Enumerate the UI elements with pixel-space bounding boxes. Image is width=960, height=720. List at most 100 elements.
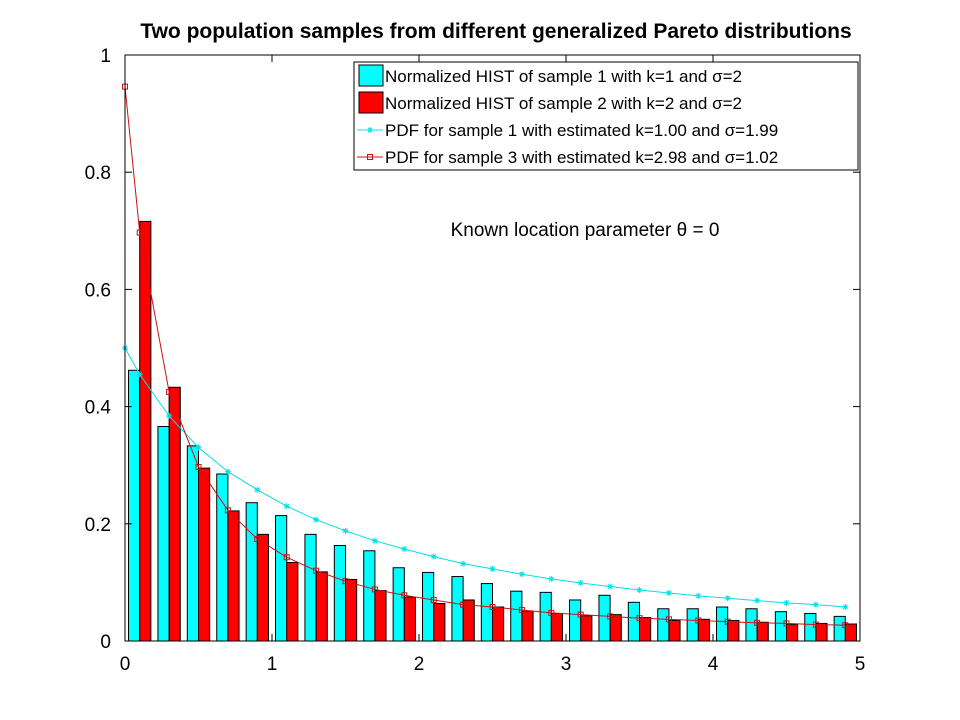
point-marker: [342, 578, 349, 585]
point-marker: [195, 444, 202, 451]
bar: [480, 583, 493, 642]
legend-label: PDF for sample 3 with estimated k=2.98 a…: [385, 148, 778, 167]
bar: [256, 533, 269, 642]
bar: [598, 594, 611, 642]
x-tick-label: 0: [120, 654, 131, 675]
bar: [304, 533, 317, 642]
point-marker: [136, 229, 143, 236]
legend-box: [353, 61, 859, 171]
bar: [580, 615, 593, 642]
bar: [345, 578, 358, 642]
series-line: [124, 86, 846, 626]
bar: [403, 596, 416, 642]
bar: [786, 624, 799, 642]
bar: [286, 561, 299, 642]
point-marker: [783, 599, 790, 606]
legend-swatch: [358, 91, 384, 114]
series-line: [124, 347, 846, 608]
chart-title: Two population samples from different ge…: [140, 20, 851, 43]
bar: [844, 623, 857, 642]
point-marker: [812, 601, 819, 608]
annotation-text: Known location parameter θ = 0: [451, 220, 720, 241]
point-marker: [489, 604, 496, 611]
point-marker: [636, 615, 643, 622]
point-marker: [166, 412, 173, 419]
point-marker: [724, 595, 731, 602]
x-tick-label: 3: [561, 654, 572, 675]
point-marker: [136, 371, 143, 378]
bar: [275, 515, 288, 642]
bar: [245, 502, 258, 642]
point-marker: [489, 565, 496, 572]
bar: [550, 612, 563, 642]
y-tick-label: 0.6: [85, 280, 111, 301]
bar: [510, 590, 523, 642]
legend-swatch: [358, 64, 384, 87]
bar: [451, 576, 464, 642]
point-marker: [842, 604, 849, 611]
point-marker: [195, 463, 202, 470]
point-marker: [577, 611, 584, 618]
point-marker: [577, 579, 584, 586]
point-marker: [367, 127, 373, 133]
point-marker: [254, 486, 261, 493]
line-series-2: [122, 83, 849, 629]
bar: [333, 544, 346, 642]
bar: [157, 426, 170, 642]
bar: [128, 369, 141, 642]
bar: [186, 445, 200, 642]
bar: [627, 601, 641, 642]
point-marker: [254, 536, 261, 543]
legend-entry: PDF for sample 1 with estimated k=1.00 a…: [357, 121, 778, 140]
legend-label: Normalized HIST of sample 1 with k=1 and…: [385, 67, 742, 86]
point-marker: [812, 621, 819, 628]
point-marker: [695, 592, 702, 599]
y-tick-label: 0: [100, 632, 111, 653]
bar: [315, 571, 328, 642]
point-marker: [430, 596, 437, 603]
point-marker: [754, 597, 761, 604]
y-tick-label: 0.4: [85, 398, 112, 419]
axes-box: [124, 54, 861, 642]
line-series-1: [122, 345, 849, 611]
point-marker: [371, 586, 378, 593]
legend-entry: Normalized HIST of sample 2 with k=2 and…: [358, 91, 742, 114]
x-tick-label: 2: [414, 654, 425, 675]
bar: [374, 590, 387, 642]
point-marker: [342, 527, 349, 534]
bar: [462, 599, 475, 642]
y-tick-label: 1: [100, 46, 111, 67]
point-marker: [430, 553, 437, 560]
bar: [686, 608, 699, 642]
bar: [363, 550, 376, 642]
bar: [422, 571, 435, 642]
point-marker: [371, 537, 378, 544]
x-tick-label: 1: [267, 654, 278, 675]
point-marker: [665, 616, 672, 623]
point-marker: [367, 154, 373, 160]
point-marker: [518, 606, 525, 613]
bar: [833, 615, 846, 642]
point-marker: [460, 601, 467, 608]
bar: [433, 603, 446, 642]
point-marker: [283, 503, 290, 510]
legend-entry: PDF for sample 3 with estimated k=2.98 a…: [357, 148, 778, 167]
point-marker: [460, 560, 467, 567]
bar: [727, 619, 740, 642]
point-marker: [548, 575, 555, 582]
point-marker: [166, 388, 173, 395]
point-marker: [695, 617, 702, 624]
point-marker: [724, 618, 731, 625]
bar: [657, 608, 670, 642]
bar: [198, 467, 211, 642]
plot-area: 0 1 2 3 4 5 0 0.2 0.4 0.6 0.8 1: [85, 46, 866, 675]
point-marker: [665, 589, 672, 596]
bar: [668, 619, 681, 642]
y-tick-label: 0.2: [85, 515, 111, 536]
point-marker: [636, 587, 643, 594]
point-marker: [548, 609, 555, 616]
point-marker: [313, 567, 320, 574]
legend-label: PDF for sample 1 with estimated k=1.00 a…: [385, 121, 778, 140]
x-tick-label: 5: [855, 654, 866, 675]
